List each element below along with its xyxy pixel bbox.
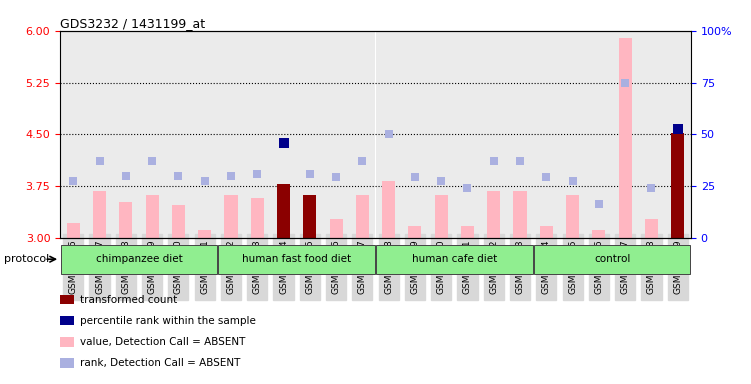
Point xyxy=(277,140,289,146)
Point xyxy=(251,171,263,177)
Point xyxy=(619,79,631,86)
Bar xyxy=(349,31,376,238)
Bar xyxy=(330,219,342,238)
Bar xyxy=(514,191,526,238)
Point xyxy=(461,185,473,191)
Point xyxy=(409,174,421,180)
Bar xyxy=(586,31,612,238)
Bar xyxy=(225,195,237,238)
Bar xyxy=(356,195,369,238)
Bar xyxy=(612,31,638,238)
Point xyxy=(93,157,105,164)
Text: human cafe diet: human cafe diet xyxy=(412,254,497,264)
Bar xyxy=(402,31,428,238)
Point xyxy=(303,171,315,177)
Point xyxy=(172,173,185,179)
Bar xyxy=(481,31,507,238)
Bar xyxy=(559,31,586,238)
Bar xyxy=(244,31,270,238)
Bar xyxy=(86,31,113,238)
Bar xyxy=(323,31,349,238)
Point xyxy=(330,174,342,180)
Bar xyxy=(192,31,218,238)
Bar xyxy=(461,226,474,238)
Bar xyxy=(487,191,500,238)
Bar xyxy=(376,245,532,274)
Bar xyxy=(619,38,632,238)
Point xyxy=(541,174,553,180)
Point xyxy=(645,185,658,191)
Text: percentile rank within the sample: percentile rank within the sample xyxy=(80,316,255,326)
Bar xyxy=(251,198,264,238)
Text: human fast food diet: human fast food diet xyxy=(242,254,351,264)
Point xyxy=(356,157,368,164)
Point xyxy=(120,173,132,179)
Bar xyxy=(119,202,132,238)
Bar xyxy=(435,195,448,238)
Bar xyxy=(277,184,290,238)
Point xyxy=(671,126,683,132)
Bar xyxy=(139,31,165,238)
Bar xyxy=(218,31,244,238)
Bar xyxy=(671,133,684,238)
Bar xyxy=(93,191,106,238)
Point xyxy=(146,157,158,164)
Point xyxy=(382,131,395,137)
Bar xyxy=(645,219,658,238)
Bar xyxy=(270,31,297,238)
Bar xyxy=(303,195,316,238)
Point xyxy=(566,178,578,184)
Bar xyxy=(61,245,217,274)
Bar xyxy=(297,31,323,238)
Bar xyxy=(638,31,665,238)
Bar xyxy=(60,31,86,238)
Text: control: control xyxy=(594,254,630,264)
Bar xyxy=(540,226,553,238)
Bar xyxy=(593,230,605,238)
Bar xyxy=(428,31,454,238)
Text: rank, Detection Call = ABSENT: rank, Detection Call = ABSENT xyxy=(80,358,240,368)
Text: transformed count: transformed count xyxy=(80,295,176,305)
Bar xyxy=(67,223,80,238)
Point xyxy=(225,173,237,179)
Bar xyxy=(507,31,533,238)
Text: protocol: protocol xyxy=(4,254,49,264)
Bar xyxy=(376,31,402,238)
Bar xyxy=(165,31,192,238)
Point xyxy=(488,157,500,164)
Text: GDS3232 / 1431199_at: GDS3232 / 1431199_at xyxy=(60,17,205,30)
Point xyxy=(68,178,80,184)
Bar xyxy=(534,245,690,274)
Bar xyxy=(219,245,375,274)
Bar xyxy=(409,226,421,238)
Bar xyxy=(454,31,481,238)
Point xyxy=(514,157,526,164)
Bar xyxy=(113,31,139,238)
Bar xyxy=(533,31,559,238)
Bar xyxy=(665,31,691,238)
Point xyxy=(198,178,210,184)
Text: value, Detection Call = ABSENT: value, Detection Call = ABSENT xyxy=(80,337,245,347)
Bar xyxy=(382,181,395,238)
Bar xyxy=(566,195,579,238)
Bar xyxy=(198,230,211,238)
Text: chimpanzee diet: chimpanzee diet xyxy=(95,254,182,264)
Bar xyxy=(172,205,185,238)
Point xyxy=(593,200,605,207)
Point xyxy=(436,178,448,184)
Bar xyxy=(146,195,158,238)
